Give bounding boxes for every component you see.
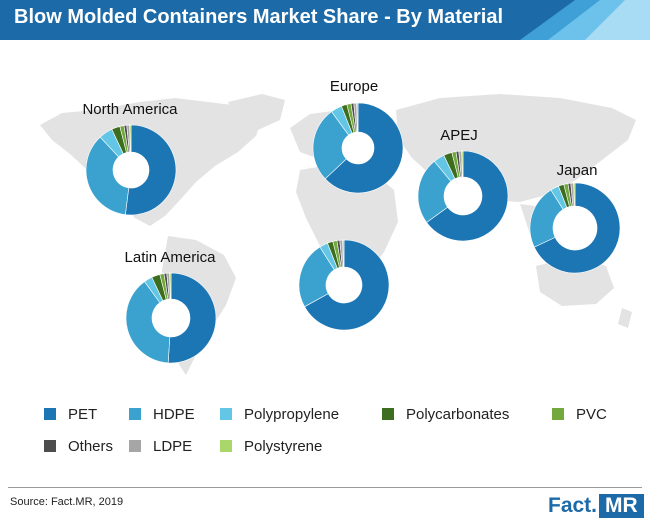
donut-hole-japan <box>553 206 597 250</box>
legend-item-hdpe: HDPE <box>129 404 195 424</box>
legend-item-polycarbonates: Polycarbonates <box>382 404 509 424</box>
legend-label-hdpe: HDPE <box>153 405 195 423</box>
donut-apej: APEJ <box>417 127 509 242</box>
legend-swatch-hdpe <box>129 408 141 420</box>
donut-hole-north-america <box>113 152 149 188</box>
donut-japan: Japan <box>529 162 621 274</box>
legend-item-ldpe: LDPE <box>129 436 192 456</box>
footer-divider <box>8 487 642 488</box>
header-banner: Blow Molded Containers Market Share - By… <box>0 0 650 40</box>
factmr-logo: Fact. MR <box>548 494 644 518</box>
legend-swatch-polystyrene <box>220 440 232 452</box>
donut-charts: North America Europe APEJ Japan Latin Americ… <box>82 78 621 364</box>
region-label-japan: Japan <box>557 162 598 179</box>
logo-text-mr: MR <box>599 494 644 518</box>
logo-text-fact: Fact. <box>548 494 598 517</box>
map-greenland <box>228 94 285 130</box>
legend-swatch-others <box>44 440 56 452</box>
region-label-europe: Europe <box>330 78 378 95</box>
legend-item-others: Others <box>44 436 113 456</box>
legend-label-polypropylene: Polypropylene <box>244 405 340 423</box>
legend-item-polystyrene: Polystyrene <box>220 436 322 456</box>
donut-hole-latin-america <box>152 299 190 337</box>
region-label-latin-america: Latin America <box>125 249 217 266</box>
legend-label-pvc: PVC <box>576 405 607 423</box>
header-decoration <box>520 0 650 40</box>
map-new-zealand <box>618 308 632 328</box>
legend-label-others: Others <box>68 437 114 455</box>
legend-item-polypropylene: Polypropylene <box>220 404 339 424</box>
source-note: Source: Fact.MR, 2019 <box>10 496 124 508</box>
region-label-apej: APEJ <box>440 127 478 144</box>
donut-hole-europe <box>342 132 374 164</box>
legend: PET HDPE Polypropylene Polycarbonates PVC Oth… <box>44 404 644 474</box>
donut-europe: Europe <box>312 78 404 194</box>
donut-unlabeled-5 <box>298 239 390 331</box>
donut-north-america: North America <box>82 101 178 216</box>
legend-swatch-ldpe <box>129 440 141 452</box>
legend-swatch-polypropylene <box>220 408 232 420</box>
legend-label-ldpe: LDPE <box>153 437 193 455</box>
legend-label-polystyrene: Polystyrene <box>244 437 323 455</box>
legend-swatch-pet <box>44 408 56 420</box>
donut-hole-apej <box>444 177 482 215</box>
legend-item-pvc: PVC <box>552 404 607 424</box>
slice-japan-pet <box>533 182 621 274</box>
donut-latin-america: Latin America <box>125 249 217 364</box>
legend-swatch-polycarbonates <box>382 408 394 420</box>
legend-label-polycarbonates: Polycarbonates <box>406 405 510 423</box>
legend-item-pet: PET <box>44 404 97 424</box>
region-label-north-america: North America <box>82 101 178 118</box>
header-stripe-3 <box>585 0 650 40</box>
legend-label-pet: PET <box>68 405 98 423</box>
page-title: Blow Molded Containers Market Share - By… <box>14 6 503 28</box>
donut-hole-unlabeled-5 <box>326 267 362 303</box>
legend-swatch-pvc <box>552 408 564 420</box>
